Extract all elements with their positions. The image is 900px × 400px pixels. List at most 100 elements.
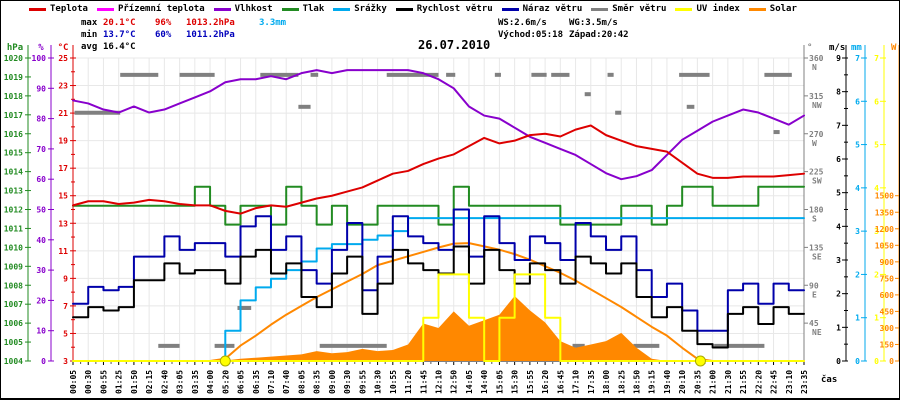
temp-tick-label: 17 xyxy=(58,164,68,173)
temp-tick-label: 13 xyxy=(58,219,68,228)
time-label: 09:30 xyxy=(343,370,352,394)
time-label: 23:10 xyxy=(785,370,794,394)
dir-tick-label: 315 xyxy=(809,92,824,101)
percent-tick-label: 20 xyxy=(36,296,46,305)
ms-tick-label: 8 xyxy=(836,88,841,97)
time-label: 18:00 xyxy=(602,370,611,394)
time-label: 11:45 xyxy=(419,370,428,394)
time-label: 07:10 xyxy=(267,370,276,394)
dir-tick-label: 135 xyxy=(809,243,824,252)
time-label: 09:00 xyxy=(328,370,337,394)
watt-tick-label: 450 xyxy=(880,307,895,316)
stat-wind-gust-avg: WG:3.5m/s xyxy=(569,18,618,28)
time-label: 21:55 xyxy=(739,370,748,394)
stat-wind-speed-avg: WS:2.6m/s xyxy=(498,18,547,28)
time-label: 20:35 xyxy=(693,370,702,394)
uv-tick-label: 6 xyxy=(874,97,879,106)
time-label: 03:35 xyxy=(191,370,200,394)
time-label: 15:30 xyxy=(511,370,520,394)
time-label: 17:10 xyxy=(572,370,581,394)
time-label: 16:20 xyxy=(541,370,550,394)
stat-min-humidity: 60% xyxy=(155,30,172,40)
rychlost-vetru-legend-dash-icon xyxy=(395,7,413,11)
pressure-tick-label: 1009 xyxy=(4,262,23,271)
percent-tick-label: 70 xyxy=(36,145,46,154)
stat-avg-temp: 16.4°C xyxy=(103,42,136,52)
pressure-tick-label: 1015 xyxy=(4,149,23,158)
percent-tick-label: 30 xyxy=(36,266,46,275)
uv-index-legend-dash-icon xyxy=(675,7,693,11)
dir-tick-label: 360 xyxy=(809,54,824,63)
vlhkost-legend-dash-icon xyxy=(213,7,231,11)
pressure-tick-label: 1018 xyxy=(4,92,23,101)
dir-compass-label: SW xyxy=(812,177,822,186)
dir-tick-label: 225 xyxy=(809,168,824,177)
ms-tick-label: 6 xyxy=(836,155,841,164)
temp-tick-label: 5 xyxy=(63,329,68,338)
time-label: 19:15 xyxy=(648,370,657,394)
watt-tick-label: 900 xyxy=(880,258,895,267)
percent-tick-label: 10 xyxy=(36,327,46,336)
watt-tick-label: 0 xyxy=(889,357,894,366)
time-label: 04:00 xyxy=(206,370,215,394)
pressure-tick-label: 1011 xyxy=(4,224,23,233)
dir-compass-label: NW xyxy=(812,101,822,110)
stat-max-humidity: 96% xyxy=(155,18,172,28)
sunset-sun-marker-icon xyxy=(694,355,706,367)
dir-compass-label: E xyxy=(812,290,817,299)
pressure-tick-label: 1012 xyxy=(4,206,23,215)
time-label: 08:05 xyxy=(297,370,306,394)
percent-tick-label: 40 xyxy=(36,236,46,245)
time-label: 07:40 xyxy=(282,370,291,394)
stats-summary: max 20.1°C 96% 1013.2hPa 3.3mm min 13.7°C 60% 1… xyxy=(81,17,286,53)
legend-label: Tlak xyxy=(302,4,325,14)
ms-tick-label: 7 xyxy=(836,121,841,130)
time-label: 06:05 xyxy=(237,370,246,394)
stats-sun-row: Východ:05:18 Západ:20:42 xyxy=(498,29,629,41)
stats-avg-row: avg 16.4°C xyxy=(81,41,286,53)
legend-label: Náraz větru xyxy=(522,4,583,14)
time-label: 23:35 xyxy=(800,370,809,394)
pressure-tick-label: 1020 xyxy=(4,54,23,63)
time-label: 15:55 xyxy=(526,370,535,394)
dir-compass-label: N xyxy=(812,63,817,72)
temp-tick-label: 21 xyxy=(58,109,68,118)
watt-tick-label: 1050 xyxy=(875,241,894,250)
stat-max-temp: 20.1°C xyxy=(103,18,136,28)
ms-tick-label: 4 xyxy=(836,222,841,231)
temp-tick-label: 19 xyxy=(58,137,68,146)
legend-label: Srážky xyxy=(354,4,387,14)
pressure-tick-label: 1007 xyxy=(4,300,23,309)
time-label: 10:30 xyxy=(374,370,383,394)
time-label: 14:05 xyxy=(465,370,474,394)
teplota-legend-dash-icon xyxy=(29,7,46,11)
legend-item-srazky: Srážky xyxy=(333,4,387,14)
uv-tick-label: 3 xyxy=(874,227,879,236)
legend-label: Přízemní teplota xyxy=(117,4,205,14)
pressure-tick-label: 1013 xyxy=(4,187,23,196)
x-axis-title: čas xyxy=(821,374,837,385)
stat-sunrise: Východ:05:18 xyxy=(498,30,564,40)
percent-tick-label: 60 xyxy=(36,175,46,184)
pressure-tick-label: 1006 xyxy=(4,319,23,328)
temp-tick-label: 7 xyxy=(63,302,68,311)
uv-tick-label: 4 xyxy=(874,184,879,193)
time-label: 12:50 xyxy=(450,370,459,394)
ms-tick-label: 0 xyxy=(836,357,841,366)
time-label: 12:10 xyxy=(435,370,444,394)
legend-label: Teplota xyxy=(50,4,88,14)
series-solar_mereny xyxy=(73,295,804,361)
legend-item-naraz-vetru: Náraz větru xyxy=(501,4,583,14)
temp-tick-label: 23 xyxy=(58,82,68,91)
stat-min-temp: 13.7°C xyxy=(103,30,136,40)
watt-tick-label: 600 xyxy=(880,291,895,300)
mm-tick-label: 3 xyxy=(855,227,860,236)
time-label: 09:55 xyxy=(358,370,367,394)
pressure-tick-label: 1010 xyxy=(4,243,23,252)
time-label: 19:40 xyxy=(663,370,672,394)
dir-compass-label: S xyxy=(812,215,817,224)
stat-avg-label: avg xyxy=(81,42,98,52)
time-label: 01:25 xyxy=(115,370,124,394)
series-tlak xyxy=(72,185,805,226)
